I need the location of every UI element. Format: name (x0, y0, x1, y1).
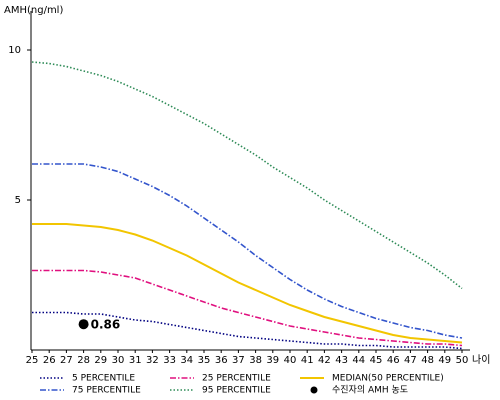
legend-label: 5 PERCENTILE (72, 374, 135, 384)
x-tick-label: 25 (26, 355, 39, 366)
x-tick-label: 39 (266, 355, 279, 366)
legend-label: 수진자의 AMH 농도 (332, 385, 408, 396)
legend-label: 95 PERCENTILE (202, 386, 271, 396)
x-tick-label: 46 (387, 355, 400, 366)
x-tick-label: 36 (215, 355, 228, 366)
y-axis-label: AMH(ng/ml) (4, 5, 63, 16)
legend-label: 75 PERCENTILE (72, 386, 141, 396)
x-axis-label: 나이 (472, 354, 490, 366)
y-tick-label: 5 (15, 195, 21, 206)
legend-label: 25 PERCENTILE (202, 374, 271, 384)
x-tick-label: 26 (43, 355, 56, 366)
x-tick-label: 45 (370, 355, 383, 366)
x-tick-label: 31 (129, 355, 142, 366)
x-tick-label: 42 (318, 355, 331, 366)
x-tick-label: 47 (404, 355, 417, 366)
series-line (32, 311, 463, 350)
x-tick-label: 43 (335, 355, 348, 366)
x-tick-label: 41 (301, 355, 314, 366)
x-tick-label: 35 (198, 355, 211, 366)
x-tick-label: 33 (163, 355, 176, 366)
legend-swatch (310, 386, 318, 394)
x-tick-label: 34 (180, 355, 193, 366)
patient-point (78, 319, 89, 330)
x-tick-label: 37 (232, 355, 245, 366)
x-tick-label: 40 (284, 355, 297, 366)
x-tick-label: 30 (112, 355, 125, 366)
series-line (31, 61, 463, 290)
series-line (32, 269, 463, 347)
y-tick-label: 10 (8, 45, 21, 56)
legend-label: MEDIAN(50 PERCENTILE) (332, 374, 444, 384)
series-line (32, 163, 463, 339)
x-tick-label: 27 (60, 355, 73, 366)
patient-value-label: 0.86 (91, 318, 121, 332)
x-tick-label: 32 (146, 355, 159, 366)
x-tick-label: 38 (249, 355, 262, 366)
x-tick-label: 29 (94, 355, 107, 366)
x-tick-label: 48 (421, 355, 434, 366)
series-line (32, 223, 463, 344)
x-tick-label: 49 (438, 355, 451, 366)
x-tick-label: 50 (456, 355, 469, 366)
x-tick-label: 44 (352, 355, 365, 366)
x-tick-label: 28 (77, 355, 90, 366)
